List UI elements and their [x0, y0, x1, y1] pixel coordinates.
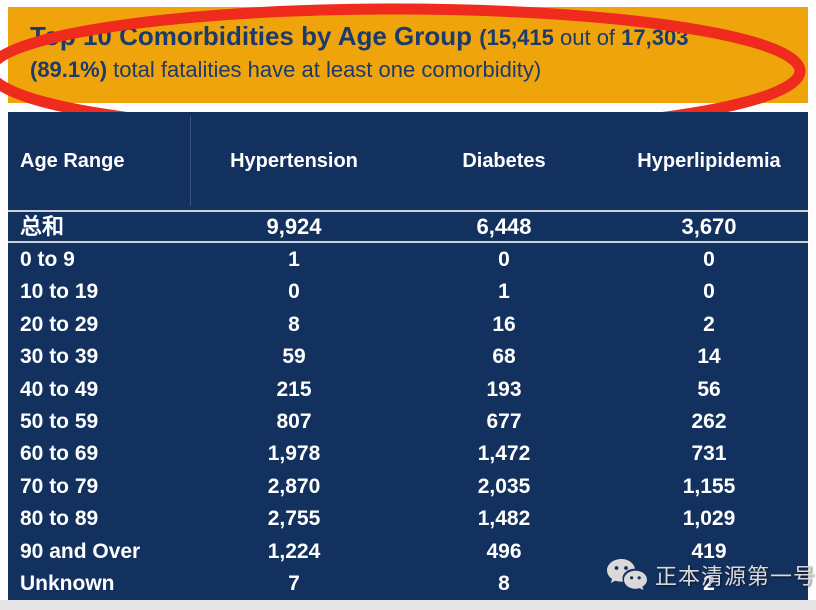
value-cell: 0: [703, 280, 715, 304]
table-row: 70 to 79 2,870 2,035 1,155: [8, 470, 808, 502]
age-range-cell: 10 to 19: [20, 280, 99, 304]
column-header-age-range: Age Range: [20, 149, 125, 172]
value-cell: 59: [282, 345, 306, 369]
value-cell: 215: [276, 377, 312, 401]
table-row: 90 and Over 1,224 496 419: [8, 535, 808, 567]
total-hyperlipidemia: 3,670: [681, 213, 737, 239]
banner-line-1: Top 10 Comorbidities by Age Group (15,41…: [30, 20, 808, 54]
subtitle-rest: total fatalities have at least one comor…: [107, 57, 542, 82]
total-diabetes: 6,448: [476, 213, 532, 239]
age-range-cell: 30 to 39: [20, 345, 99, 369]
value-cell: 2,035: [477, 474, 531, 498]
wechat-icon: [607, 559, 647, 591]
age-range-cell: Unknown: [20, 572, 115, 596]
value-cell: 8: [288, 312, 300, 336]
value-cell: 56: [697, 377, 721, 401]
watermark: 正本清源第一号: [606, 554, 816, 596]
table-row: 80 to 89 2,755 1,482 1,029: [8, 503, 808, 535]
value-cell: 68: [492, 345, 516, 369]
age-range-cell: 60 to 69: [20, 442, 99, 466]
total-fatalities-count: 17,303: [621, 25, 689, 50]
value-cell: 7: [288, 572, 300, 596]
value-cell: 1,155: [682, 474, 736, 498]
column-header-hyperlipidemia: Hyperlipidemia: [637, 149, 781, 172]
total-row-label: 总和: [20, 213, 65, 239]
banner-line-2: (89.1%) total fatalities have at least o…: [30, 54, 808, 85]
age-range-cell: 70 to 79: [20, 474, 99, 498]
table-header-row: Age Range Hypertension Diabetes Hyperlip…: [8, 112, 808, 210]
title-banner: Top 10 Comorbidities by Age Group (15,41…: [8, 7, 808, 103]
value-cell: 1: [288, 247, 300, 271]
value-cell: 0: [498, 247, 510, 271]
table-row: 60 to 69 1,978 1,472 731: [8, 438, 808, 470]
column-header-diabetes: Diabetes: [462, 149, 546, 172]
value-cell: 2: [703, 312, 715, 336]
subtitle-connector: out of: [553, 25, 622, 50]
page-title: Top 10 Comorbidities by Age Group: [30, 21, 473, 51]
value-cell: 807: [276, 409, 312, 433]
value-cell: 677: [486, 409, 522, 433]
age-range-cell: 90 and Over: [20, 539, 141, 563]
table-row: 20 to 29 8 16 2: [8, 308, 808, 340]
age-range-cell: 40 to 49: [20, 377, 99, 401]
value-cell: 1,472: [477, 442, 531, 466]
value-cell: 16: [492, 312, 516, 336]
table-row: 10 to 19 0 1 0: [8, 275, 808, 307]
total-hypertension: 9,924: [266, 213, 322, 239]
value-cell: 2,870: [267, 474, 321, 498]
table-row: 0 to 9 1 0 0: [8, 243, 808, 275]
fatalities-with-comorbidity-count: (15,415: [479, 25, 554, 50]
value-cell: 262: [691, 409, 727, 433]
value-cell: 496: [486, 539, 522, 563]
value-cell: 1,029: [682, 507, 736, 531]
value-cell: 8: [498, 572, 510, 596]
value-cell: 2,755: [267, 507, 321, 531]
table-row: 40 to 49 215 193 56: [8, 373, 808, 405]
bottom-strip: [0, 600, 816, 610]
comorbidities-table: Age Range Hypertension Diabetes Hyperlip…: [8, 112, 808, 600]
age-range-cell: 20 to 29: [20, 312, 99, 336]
age-range-cell: 0 to 9: [20, 247, 75, 271]
value-cell: 419: [691, 539, 727, 563]
value-cell: 0: [288, 280, 300, 304]
table-row: 50 to 59 807 677 262: [8, 405, 808, 437]
comorbidity-percentage: (89.1%): [30, 57, 108, 82]
value-cell: 1,978: [267, 442, 321, 466]
age-range-cell: 50 to 59: [20, 409, 99, 433]
watermark-text: 正本清源第一号: [655, 564, 816, 589]
value-cell: 731: [691, 442, 727, 466]
value-cell: 0: [703, 247, 715, 271]
value-cell: 1,224: [267, 539, 321, 563]
value-cell: 1: [498, 280, 510, 304]
table-row: Unknown 7 8 2: [8, 568, 808, 600]
value-cell: 2: [703, 572, 715, 596]
value-cell: 14: [697, 345, 721, 369]
table-row: 30 to 39 59 68 14: [8, 340, 808, 372]
table-total-row: 总和 9,924 6,448 3,670: [8, 210, 808, 243]
age-range-cell: 80 to 89: [20, 507, 99, 531]
value-cell: 1,482: [477, 507, 531, 531]
value-cell: 193: [486, 377, 522, 401]
column-header-hypertension: Hypertension: [230, 149, 358, 172]
